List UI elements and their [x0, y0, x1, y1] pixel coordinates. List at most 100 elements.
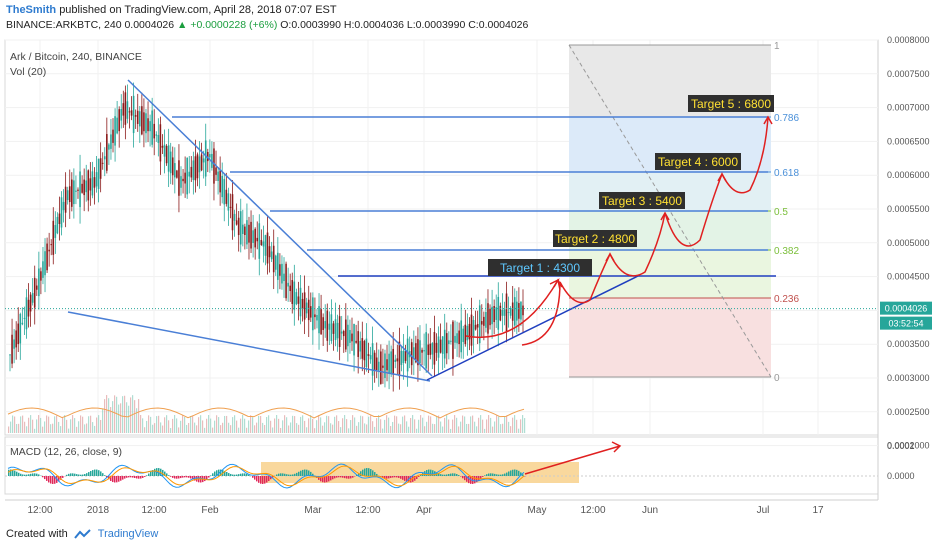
volume-bar	[204, 427, 206, 433]
macd-hist-bar	[490, 473, 492, 476]
volume-bar	[358, 422, 360, 433]
tradingview-brand[interactable]: TradingView	[97, 528, 159, 540]
candle-body	[227, 193, 230, 211]
candle-body	[248, 224, 250, 243]
candle-body	[283, 273, 285, 282]
candle-body	[176, 170, 178, 178]
macd-hist-bar	[208, 476, 210, 478]
fib-level-label: 0.618	[774, 168, 799, 179]
macd-hist-bar	[216, 470, 218, 476]
candle-body	[147, 118, 149, 132]
macd-hist-bar	[330, 476, 332, 481]
volume-bar	[42, 426, 44, 433]
volume-bar	[36, 419, 38, 433]
volume-bar	[52, 423, 54, 433]
volume-bar	[408, 426, 410, 433]
volume-bar	[44, 421, 46, 433]
target-label-5: Target 5 : 6800	[691, 97, 771, 111]
volume-bar	[66, 419, 68, 433]
volume-bar	[184, 416, 186, 433]
candle-body	[277, 252, 279, 280]
volume-bar	[284, 415, 286, 433]
volume-bar	[40, 417, 42, 433]
macd-hist-bar	[290, 474, 292, 476]
candle-body	[155, 134, 158, 136]
candle-body	[404, 351, 407, 361]
volume-bar	[472, 415, 474, 433]
macd-hist-bar	[366, 468, 368, 476]
macd-hist-bar	[376, 473, 378, 476]
volume-bar	[304, 420, 306, 433]
volume-bar	[48, 416, 50, 433]
macd-hist-bar	[500, 474, 502, 476]
macd-hist-bar	[482, 476, 484, 477]
macd-hist-bar	[364, 468, 366, 476]
volume-bar	[460, 421, 462, 433]
candle-body	[87, 170, 90, 201]
volume-bar	[430, 416, 432, 433]
volume-bar	[374, 426, 376, 433]
volume-bar	[338, 421, 340, 433]
volume-bar	[116, 396, 118, 433]
macd-hist-bar	[142, 476, 144, 478]
candle-body	[71, 179, 73, 207]
macd-hist-bar	[446, 474, 448, 476]
target-label-box	[688, 95, 774, 112]
macd-hist-bar	[308, 470, 310, 476]
volume-bar	[306, 427, 308, 433]
candle-body	[299, 287, 302, 317]
volume-bar	[16, 424, 18, 433]
macd-hist-bar	[328, 476, 330, 482]
price-tick-label: 0.0003500	[887, 339, 930, 349]
macd-hist-bar	[78, 474, 80, 476]
volume-bar	[512, 417, 514, 433]
target-label-4: Target 4 : 6000	[658, 155, 738, 169]
volume-bar	[256, 422, 258, 433]
candle-body	[489, 308, 491, 326]
candle-body	[402, 350, 405, 363]
macd-hist-bar	[430, 469, 432, 476]
macd-hist-bar	[98, 470, 100, 476]
macd-hist-bar	[54, 476, 56, 484]
ohlc-values: O:0.0003990 H:0.0004036 L:0.0003990 C:0.…	[280, 19, 529, 31]
macd-hist-bar	[106, 476, 108, 478]
candle-body	[128, 111, 131, 113]
macd-hist-bar	[260, 476, 262, 484]
macd-hist-bar	[150, 471, 152, 476]
candle-body	[167, 145, 170, 172]
candle-body	[380, 351, 382, 384]
macd-hist-bar	[124, 476, 126, 479]
candle-body	[124, 92, 127, 125]
candle-body	[443, 329, 446, 359]
candle-body	[95, 172, 98, 187]
macd-hist-bar	[468, 476, 470, 484]
volume-bar	[340, 427, 342, 433]
macd-hist-bar	[188, 476, 190, 478]
author-name[interactable]: TheSmith	[6, 4, 57, 16]
candle-body	[221, 176, 224, 198]
volume-bar	[442, 426, 444, 433]
volume-bar	[86, 423, 88, 433]
volume-bar	[286, 417, 288, 433]
volume-bar	[488, 415, 490, 433]
macd-hist-bar	[42, 476, 44, 478]
candle-body	[338, 316, 341, 347]
price-tick-label: 0.0003000	[887, 373, 930, 383]
last-price-box	[880, 301, 932, 315]
candle-body	[126, 101, 129, 119]
candle-body	[91, 171, 94, 196]
macd-hist-bar	[294, 473, 296, 476]
macd-hist-bar	[428, 469, 430, 476]
candle-body	[314, 314, 316, 318]
macd-hist-bar	[414, 476, 416, 481]
volume-bar	[56, 415, 58, 433]
macd-hist-bar	[370, 469, 372, 476]
volume-bar	[124, 395, 126, 433]
candle-body	[462, 328, 465, 343]
volume-bar	[394, 415, 396, 433]
volume-bar	[478, 417, 480, 433]
candle-body	[213, 148, 215, 184]
macd-hist-bar	[62, 476, 64, 478]
volume-bar	[170, 428, 172, 433]
